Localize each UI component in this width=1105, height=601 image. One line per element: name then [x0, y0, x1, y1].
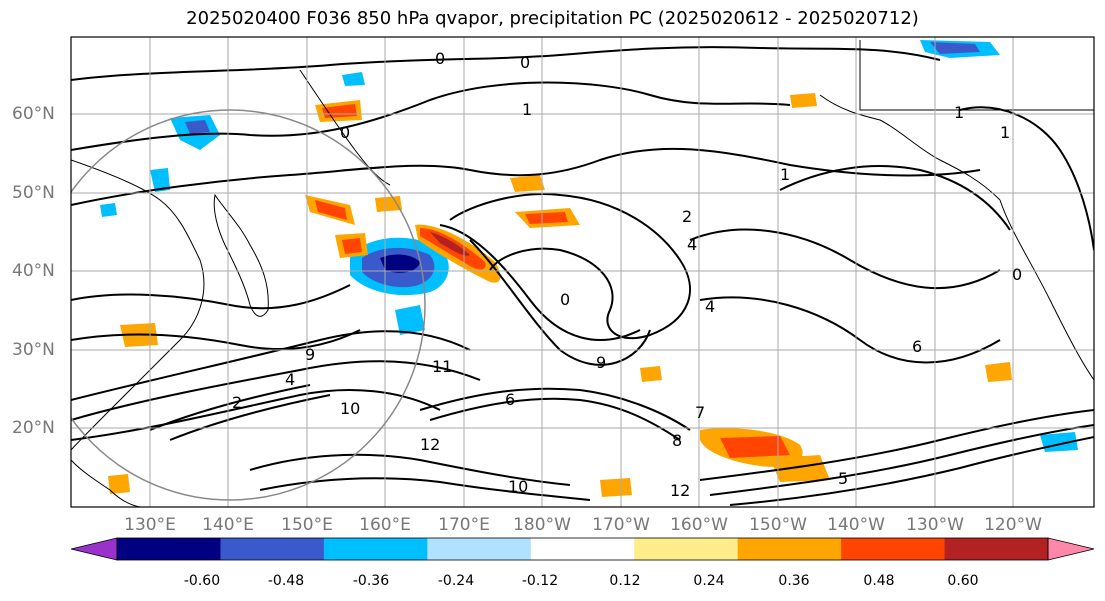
qvapor-contours [71, 46, 1094, 506]
colorbar-cell [427, 538, 532, 560]
contour-label: 2 [682, 207, 692, 226]
colorbar-tick-label: -0.60 [183, 573, 221, 589]
contour-label: 0 [1012, 265, 1022, 284]
colorbar-right-arrow [1047, 537, 1095, 561]
colorbar-cell [323, 538, 428, 560]
lat-label: 60°N [12, 104, 55, 124]
lat-label: 50°N [12, 183, 55, 203]
contour-label: 12 [420, 435, 440, 454]
contour-label: 1 [1000, 123, 1010, 142]
domain-circle [71, 109, 426, 501]
colorbar-tick-label: 0.60 [947, 573, 979, 589]
lat-label: 30°N [12, 340, 55, 360]
lat-label: 20°N [12, 418, 55, 438]
contour-label: 4 [705, 297, 715, 316]
lon-label: 150°W [749, 515, 807, 535]
colorbar-cell [117, 538, 221, 560]
contour-label: 0 [435, 49, 445, 68]
contour-label: 12 [670, 481, 690, 500]
map-background [71, 37, 1094, 507]
colorbar-tick-label: -0.36 [352, 573, 390, 589]
contour-label: 5 [838, 469, 848, 488]
contour-label: 7 [695, 403, 705, 422]
lon-label: 130°E [124, 515, 176, 535]
contour-label: 9 [596, 353, 606, 372]
colorbar-tick-label: -0.12 [521, 573, 559, 589]
lon-label: 170°W [592, 515, 650, 535]
contour-labels: 0 0 0 0 1 1 1 2 4 4 6 9 11 10 12 10 12 4… [232, 49, 1022, 500]
contour-label: 1 [780, 165, 790, 184]
colorbar-left-arrow [70, 537, 118, 561]
coastlines [71, 40, 1094, 507]
colorbar-cell [530, 538, 635, 560]
chart-title: 2025020400 F036 850 hPa qvapor, precipit… [186, 8, 919, 29]
contour-label: 0 [340, 123, 350, 142]
colorbar-cell [737, 538, 842, 560]
lon-label: 160°E [359, 515, 411, 535]
contour-label: 1 [954, 103, 964, 122]
map-gridlines [71, 37, 1094, 507]
lon-label: 180°W [513, 515, 571, 535]
lat-label: 40°N [12, 261, 55, 281]
colorbar-tick-label: 0.48 [863, 573, 895, 589]
colorbar-cell [841, 538, 946, 560]
colorbar [70, 537, 1095, 561]
contour-label: 9 [305, 345, 315, 364]
lon-label: 140°W [827, 515, 885, 535]
colorbar-cell [220, 538, 325, 560]
contour-label: 4 [285, 370, 295, 389]
precip-extreme-negative [380, 254, 420, 273]
lon-label: 120°W [984, 515, 1042, 535]
contour-label: 6 [505, 390, 515, 409]
colorbar-tick-label: 0.24 [693, 573, 725, 589]
colorbar-cell [634, 538, 739, 560]
map-frame [70, 36, 1095, 508]
lon-label: 170°E [438, 515, 490, 535]
contour-label: 8 [672, 431, 682, 450]
lon-label: 130°W [906, 515, 964, 535]
colorbar-tick-label: -0.48 [267, 573, 305, 589]
colorbar-tick-label: 0.12 [609, 573, 641, 589]
contour-label: 10 [340, 399, 360, 418]
colorbar-cell [944, 538, 1049, 560]
colorbar-tick-label: -0.24 [437, 573, 475, 589]
lon-label: 150°E [281, 515, 333, 535]
contour-label: 10 [508, 477, 528, 496]
contour-label: 0 [560, 290, 570, 309]
contour-label: 11 [432, 357, 452, 376]
contour-label: 0 [520, 53, 530, 72]
colorbar-tick-label: 0.36 [778, 573, 810, 589]
contour-label: 2 [232, 393, 242, 412]
lon-label: 140°E [202, 515, 254, 535]
lon-label: 160°W [670, 515, 728, 535]
contour-label: 6 [912, 337, 922, 356]
contour-label: 1 [522, 100, 532, 119]
colorbar-frame [116, 537, 1049, 561]
precip-extreme-positive [430, 232, 470, 256]
contour-label: 4 [687, 235, 697, 254]
